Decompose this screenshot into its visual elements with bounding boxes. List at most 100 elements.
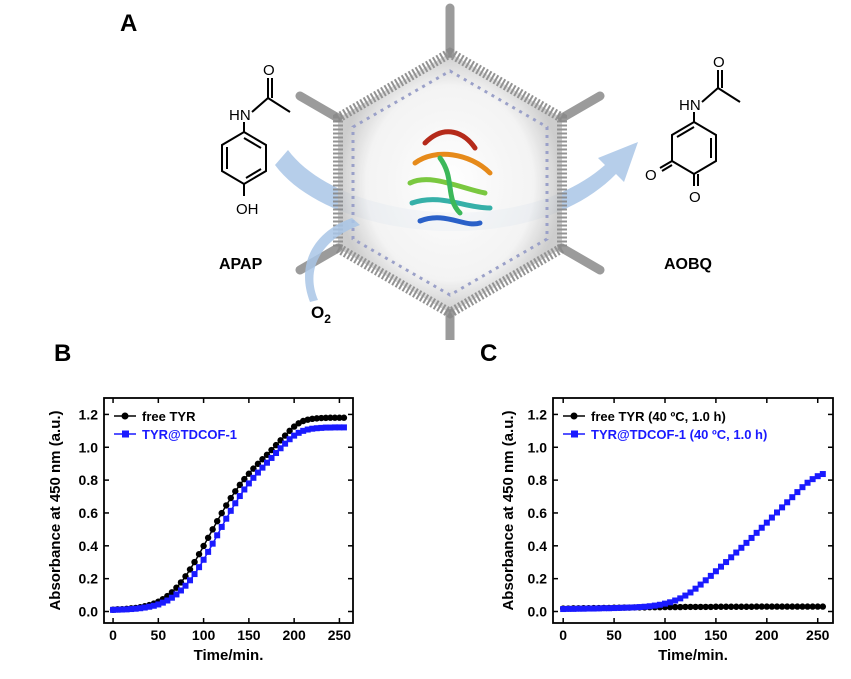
chart-b-data-point	[282, 440, 289, 447]
chart-c-xtick-label: 250	[806, 627, 830, 643]
chart-c-data-point	[641, 603, 648, 610]
chart-b-ytick-label: 0.8	[79, 472, 99, 488]
chart-c-data-point	[728, 554, 735, 561]
chart-c-ytick-label: 0.2	[528, 571, 548, 587]
chart-c-data-point	[789, 603, 796, 610]
chart-c-data-point	[748, 534, 755, 541]
chart-b-ytick-label: 1.0	[79, 439, 99, 455]
aobq-o1-label: O	[645, 167, 657, 184]
chart-c-data-point	[763, 603, 771, 610]
chart-b-data-point	[182, 582, 189, 589]
chart-c-data-point	[758, 524, 765, 531]
chart-b-data-point	[204, 534, 212, 541]
chart-c-data-point	[768, 514, 775, 521]
chart-b-data-point	[214, 532, 221, 539]
chart-c-data-point	[677, 595, 684, 602]
chart-b-data-point	[313, 425, 320, 432]
chart-b-data-point	[336, 414, 343, 421]
chart-c-ytick-label: 0.4	[528, 538, 548, 554]
apap-nh-label: HN	[229, 107, 251, 124]
chart-c-legend-label: TYR@TDCOF-1 (40 ºC, 1.0 h)	[591, 427, 767, 442]
chart-b-data-point	[241, 486, 248, 493]
chart-c-ylabel: Absorbance at 450 nm (a.u.)	[500, 410, 517, 610]
chart-c-data-point	[651, 602, 658, 609]
chart-c-data-point	[733, 603, 740, 610]
chart-c-data-point	[717, 603, 725, 610]
chart-c-data-point	[804, 479, 811, 486]
chart-c-xlabel: Time/min.	[658, 647, 728, 664]
chart-b-data-point	[200, 556, 207, 563]
chart-c-data-point	[712, 603, 720, 610]
chart-b-data-point	[273, 450, 280, 457]
chart-c-data-point	[702, 577, 709, 584]
chart-b-xtick-label: 100	[192, 627, 216, 643]
chart-c-data-point	[723, 559, 730, 566]
chart-b-data-point	[268, 454, 275, 461]
chart-c-xtick-label: 150	[704, 627, 728, 643]
chart-b-data-point	[168, 594, 175, 601]
chart-b-data-point	[290, 423, 298, 430]
chart-c-data-point	[697, 581, 704, 588]
chart-b-data-point	[159, 599, 166, 606]
chart-c-ytick-label: 1.2	[528, 406, 548, 422]
chart-c-data-point	[733, 549, 740, 556]
reaction-scheme: HN O OH HN O O O O2	[221, 3, 741, 340]
chart-b-data-point	[213, 517, 221, 525]
apap-structure	[221, 78, 291, 196]
chart-b-data-point	[195, 550, 203, 558]
chart-c-data-point	[682, 603, 689, 611]
chart-c-data-point	[687, 603, 694, 611]
aobq-nh-label: HN	[679, 97, 701, 114]
chart-c-ytick-label: 1.0	[528, 439, 548, 455]
chart-c-data-point	[783, 603, 791, 610]
chart-b-data-point	[327, 424, 334, 431]
chart-b-xtick-label: 50	[151, 627, 167, 643]
chart-c-data-point	[763, 519, 770, 526]
chart-c-data-point	[814, 603, 821, 610]
chart-b-data-point	[327, 414, 334, 421]
chart-c-data-point	[672, 597, 679, 604]
chart-b-data-point	[322, 424, 329, 431]
chart-c-data-point	[692, 603, 699, 611]
chart-b-data-point	[114, 606, 121, 613]
chart-c-data-point	[814, 473, 821, 480]
chart-c-data-point	[779, 504, 786, 511]
chart-c-data-point	[677, 603, 684, 611]
chart-b-data-point	[123, 606, 130, 613]
chart-b-data-point	[173, 591, 180, 598]
chart-b-data-point	[177, 587, 184, 594]
chart-c-data-point	[712, 568, 719, 575]
chart-c-data-point	[687, 589, 694, 596]
chart-c-data-point	[565, 605, 572, 612]
chart-b-data-point	[286, 427, 293, 435]
aobq-o-label: O	[713, 54, 725, 71]
chart-c-data-point	[794, 603, 801, 610]
chart-c-series-2	[560, 471, 826, 613]
chart-c-data-point	[753, 529, 760, 536]
chart-b-data-point	[318, 424, 325, 431]
chart-c-data-point	[667, 599, 674, 606]
chart-b-xlabel: Time/min.	[194, 647, 264, 664]
chart-b-data-point	[340, 414, 348, 421]
oxygen-arrow	[305, 218, 360, 302]
chart-b-data-point	[322, 414, 330, 422]
chart-c-data-point	[575, 605, 582, 612]
chart-b-data-point	[232, 500, 239, 507]
chart-b-legend-marker	[122, 430, 129, 438]
chart-b-data-point	[150, 602, 157, 609]
chart-b-data-point	[223, 515, 230, 522]
chart-c-data-point	[636, 604, 643, 611]
chart-c-ytick-label: 0.0	[528, 604, 548, 620]
chart-b-data-point	[227, 494, 234, 502]
chart-c-data-point	[697, 603, 704, 611]
chart-b-data-point	[250, 474, 257, 481]
chart-b-data-point	[236, 493, 243, 500]
chart-b-data-point	[254, 469, 261, 476]
chart-b-ytick-label: 0.0	[79, 604, 99, 620]
chart-b-legend-label: free TYR	[142, 409, 196, 424]
chart-c-ytick-label: 0.6	[528, 505, 548, 521]
chart-c-data-point	[580, 605, 587, 612]
panel-label-b: B	[54, 340, 72, 367]
chart-b-xtick-label: 250	[328, 627, 352, 643]
